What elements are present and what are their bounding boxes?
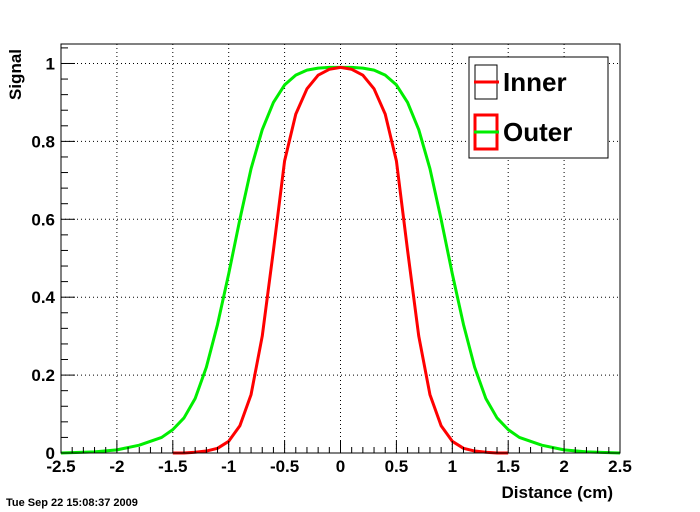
x-tick-label: 0 xyxy=(336,457,345,476)
legend-label-outer: Outer xyxy=(503,117,572,147)
x-axis-title: Distance (cm) xyxy=(502,483,613,502)
y-tick-label: 0.6 xyxy=(31,210,55,229)
tick-labels: -2.5 -2 -1.5 -1 -0.5 0 0.5 1 1.5 2 2.5 0 0.2 0.4 0.6 0.… xyxy=(31,54,631,476)
y-axis-title: Signal xyxy=(6,49,25,100)
timestamp: Tue Sep 22 15:08:37 2009 xyxy=(6,497,138,509)
legend-label-inner: Inner xyxy=(503,67,567,97)
x-tick-label: -1 xyxy=(221,457,236,476)
legend-box xyxy=(468,56,609,159)
y-tick-label: 0.2 xyxy=(31,366,55,385)
legend: Inner Outer xyxy=(468,56,609,159)
x-tick-label: -1.5 xyxy=(158,457,187,476)
axis-ticks xyxy=(60,47,621,454)
y-tick-label: 0 xyxy=(46,444,55,463)
x-tick-label: 2 xyxy=(559,457,568,476)
x-tick-label: 0.5 xyxy=(385,457,409,476)
x-tick-label: -2 xyxy=(109,457,124,476)
y-tick-label: 0.8 xyxy=(31,132,55,151)
y-tick-label: 0.4 xyxy=(31,288,55,307)
x-tick-label: 1 xyxy=(448,457,457,476)
x-tick-label: -0.5 xyxy=(270,457,299,476)
x-tick-label: 1.5 xyxy=(496,457,520,476)
x-tick-label: 2.5 xyxy=(608,457,632,476)
x-tick-label: -2.5 xyxy=(46,457,75,476)
y-tick-label: 1 xyxy=(46,54,55,73)
